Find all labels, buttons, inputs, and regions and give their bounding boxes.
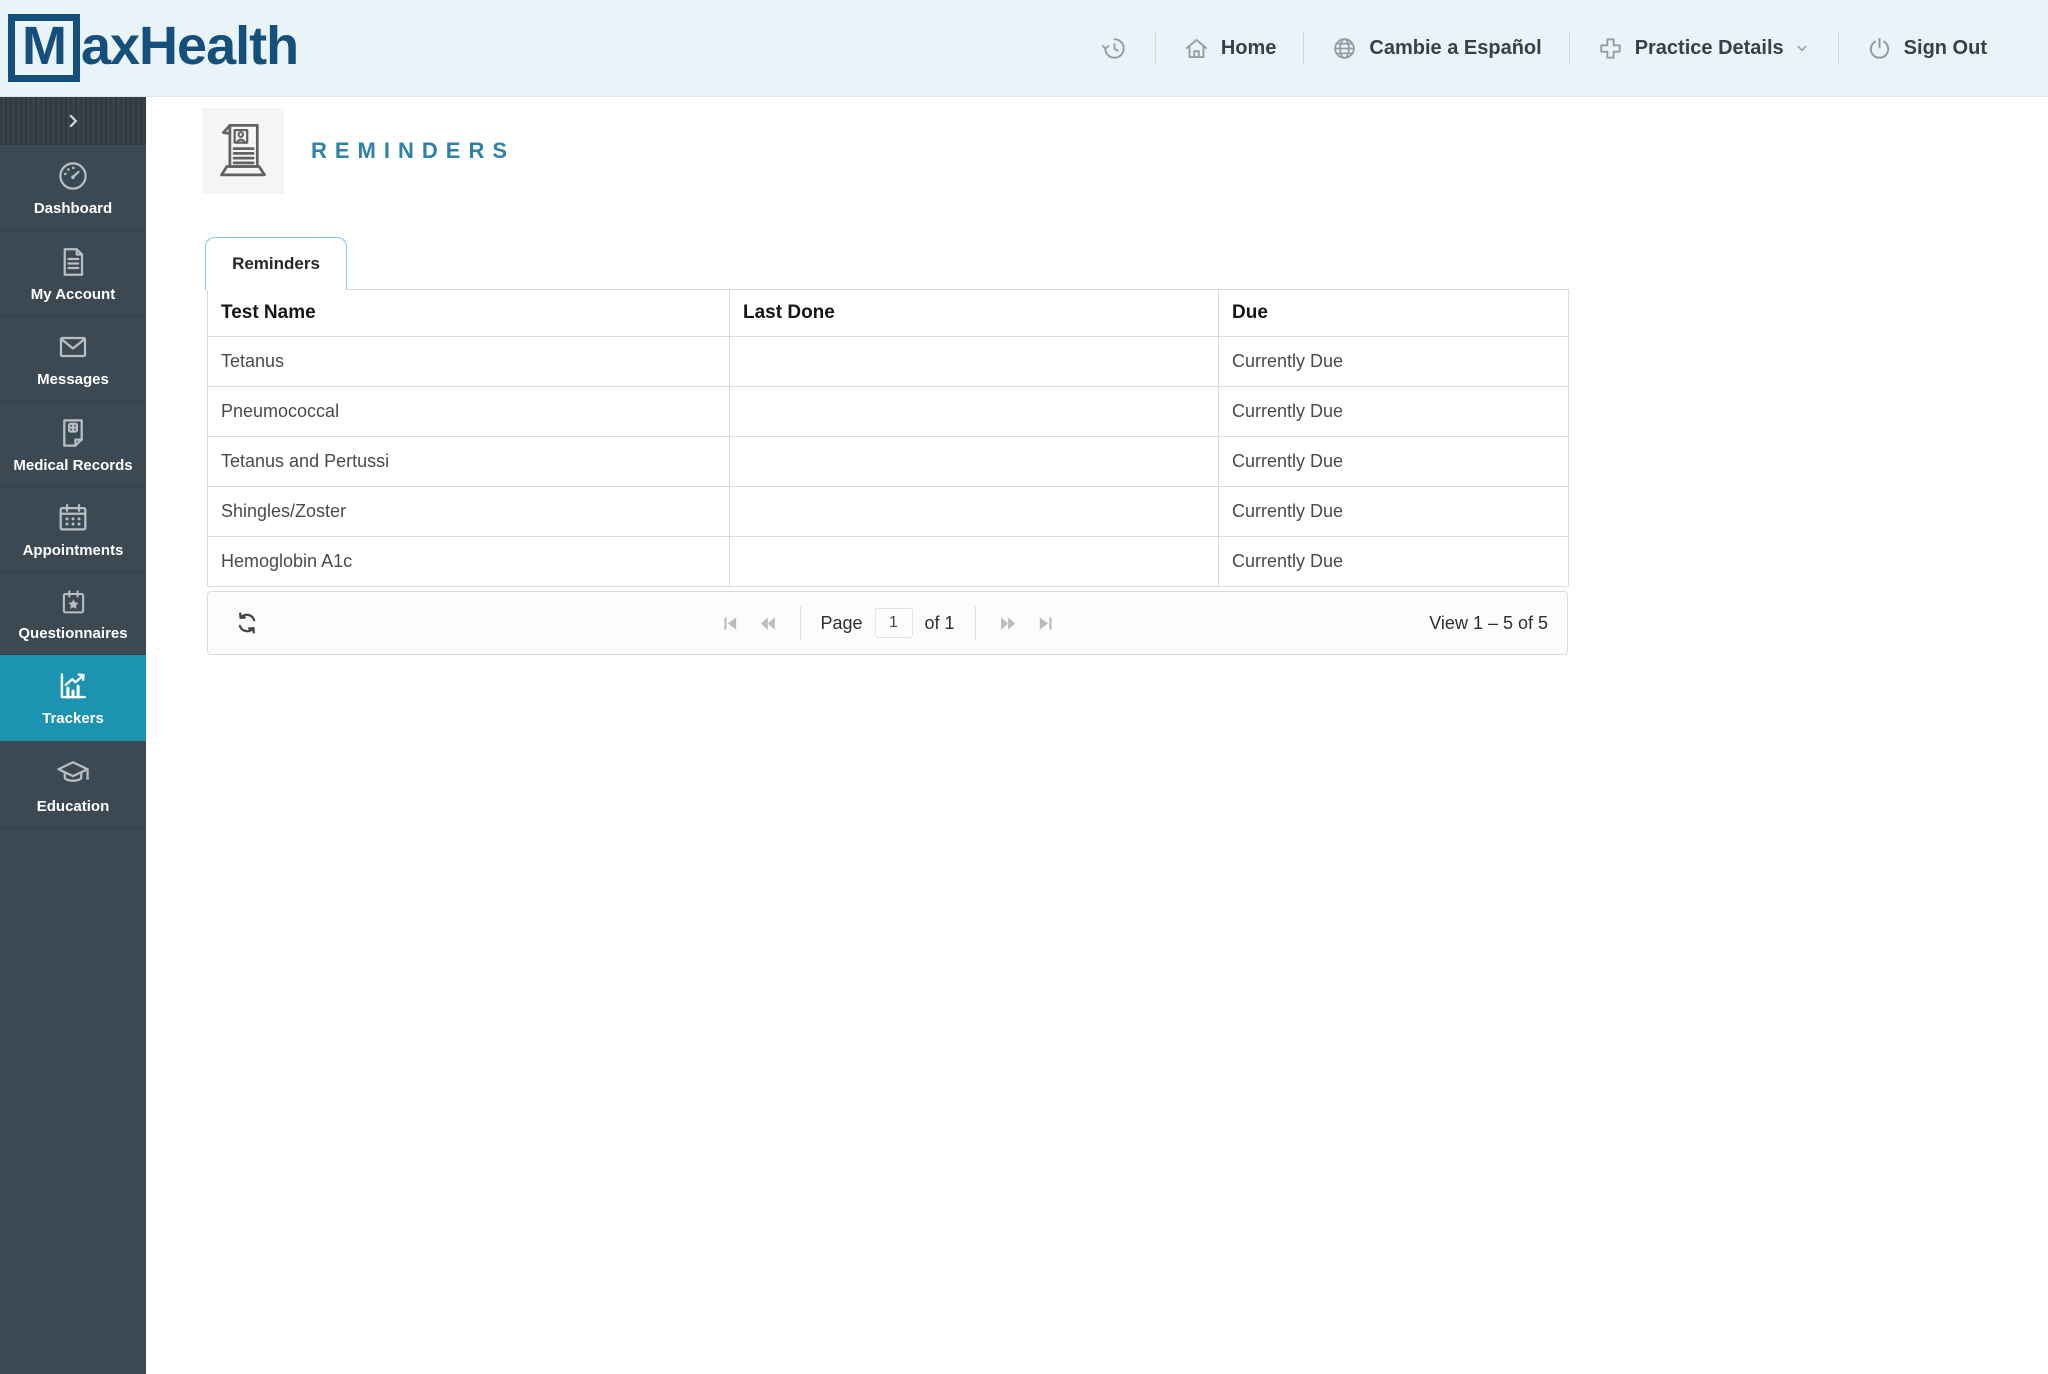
next-page-button[interactable] [996, 613, 1021, 634]
header-divider [1837, 32, 1839, 64]
pager-divider [974, 606, 976, 640]
table-row: Tetanus Currently Due [207, 336, 1569, 387]
sidebar-label-medical-records: Medical Records [13, 456, 133, 474]
page-title: REMINDERS [311, 138, 516, 163]
reminders-scroll-icon [202, 108, 284, 194]
table-row: Tetanus and Pertussi Currently Due [207, 436, 1569, 487]
calendar-star-icon [57, 586, 90, 619]
header-divider [1303, 32, 1305, 64]
sidebar-item-my-account[interactable]: My Account [0, 230, 146, 316]
sidebar-item-medical-records[interactable]: Medical Records [0, 401, 146, 487]
practice-details-button[interactable]: Practice Details [1570, 0, 1838, 96]
column-header-test-name: Test Name [207, 289, 730, 337]
sidebar-label-appointments: Appointments [22, 542, 124, 559]
cell-test-name: Hemoglobin A1c [207, 536, 730, 587]
tab-reminders[interactable]: Reminders [205, 237, 347, 290]
cell-last-done [729, 386, 1219, 437]
header-divider [1154, 32, 1156, 64]
sign-out-button[interactable]: Sign Out [1839, 0, 2014, 96]
page-of-label: of 1 [924, 612, 955, 633]
table-row: Pneumococcal Currently Due [207, 386, 1569, 437]
medical-file-icon [55, 415, 91, 451]
brand-logo-m: M [8, 14, 80, 82]
table-header-row: Test Name Last Done Due [207, 289, 1569, 337]
cell-last-done [729, 336, 1219, 387]
sidebar-label-my-account: My Account [30, 285, 116, 303]
sidebar-collapse-button[interactable] [0, 97, 146, 145]
page-number-input[interactable] [874, 608, 913, 638]
table-row: Hemoglobin A1c Currently Due [207, 536, 1569, 587]
sidebar-label-education: Education [36, 797, 110, 815]
sidebar-item-questionnaires[interactable]: Questionnaires [0, 572, 146, 655]
sidebar-item-trackers[interactable]: Trackers [0, 655, 146, 741]
sidebar-label-questionnaires: Questionnaires [18, 624, 128, 642]
home-icon [1183, 35, 1210, 62]
header-divider [1568, 32, 1570, 64]
sidebar-item-dashboard[interactable]: Dashboard [0, 145, 146, 231]
table-row: Shingles/Zoster Currently Due [207, 486, 1569, 537]
cell-due: Currently Due [1218, 436, 1569, 487]
home-label: Home [1220, 36, 1277, 59]
refresh-icon [234, 610, 260, 636]
previous-page-button[interactable] [754, 613, 779, 634]
home-button[interactable]: Home [1156, 0, 1304, 96]
cell-last-done [729, 536, 1219, 587]
power-icon [1866, 35, 1893, 62]
column-header-last-done: Last Done [729, 289, 1219, 337]
cell-test-name: Tetanus [207, 336, 730, 387]
view-count-label: View 1 – 5 of 5 [1429, 612, 1548, 633]
sidebar: Dashboard My Account Mess [0, 97, 146, 1374]
brand-logo-text: axHealth [80, 16, 299, 77]
sidebar-label-dashboard: Dashboard [33, 200, 113, 217]
envelope-icon [55, 329, 91, 365]
history-button[interactable] [1074, 0, 1155, 96]
header-nav: Home Cambie a Español [1074, 0, 2014, 96]
chart-icon [55, 668, 91, 704]
language-toggle-button[interactable]: Cambie a Español [1304, 0, 1568, 96]
sign-out-label: Sign Out [1903, 36, 1987, 59]
chevron-right-icon [62, 110, 84, 132]
calendar-icon [55, 500, 91, 536]
sidebar-item-education[interactable]: Education [0, 740, 146, 828]
cell-due: Currently Due [1218, 486, 1569, 537]
graduation-cap-icon [54, 754, 92, 792]
main-content: REMINDERS Reminders Test Name Last Done … [146, 97, 2048, 1374]
reminders-table: Test Name Last Done Due Tetanus Currentl… [207, 289, 1569, 587]
pager-controls: Page of 1 [717, 606, 1057, 640]
sidebar-item-appointments[interactable]: Appointments [0, 487, 146, 573]
gauge-icon [55, 158, 91, 194]
first-page-button[interactable] [717, 613, 742, 634]
cell-last-done [729, 436, 1219, 487]
cell-due: Currently Due [1218, 536, 1569, 587]
sidebar-label-messages: Messages [37, 371, 109, 388]
cell-test-name: Shingles/Zoster [207, 486, 730, 537]
cell-due: Currently Due [1218, 336, 1569, 387]
last-page-button[interactable] [1033, 613, 1058, 634]
cell-last-done [729, 486, 1219, 537]
refresh-button[interactable] [234, 610, 260, 636]
column-header-due: Due [1218, 289, 1569, 337]
reminders-grid: Test Name Last Done Due Tetanus Currentl… [207, 289, 1569, 655]
cell-test-name: Tetanus and Pertussi [207, 436, 730, 487]
pagination-bar: Page of 1 [207, 591, 1568, 655]
page-header: REMINDERS [202, 108, 515, 194]
history-icon [1101, 35, 1128, 62]
cell-due: Currently Due [1218, 386, 1569, 437]
practice-details-label: Practice Details [1634, 36, 1784, 59]
cell-test-name: Pneumococcal [207, 386, 730, 437]
tab-reminders-label: Reminders [232, 254, 320, 273]
sidebar-item-messages[interactable]: Messages [0, 316, 146, 402]
sidebar-label-trackers: Trackers [42, 710, 104, 727]
chevron-down-icon [1793, 39, 1811, 57]
globe-icon [1331, 35, 1358, 62]
page-label: Page [820, 612, 863, 633]
language-label: Cambie a Español [1369, 36, 1542, 59]
document-icon [55, 244, 91, 280]
medical-cross-icon [1597, 35, 1624, 62]
pager-divider [799, 606, 801, 640]
